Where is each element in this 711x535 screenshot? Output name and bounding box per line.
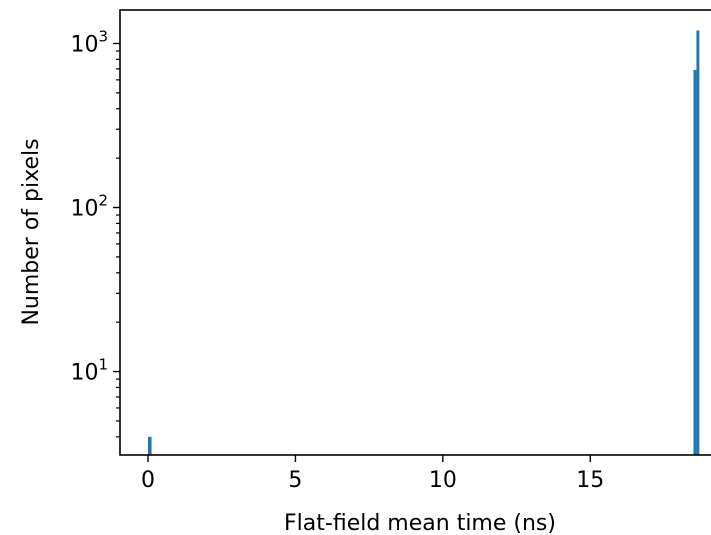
histogram-bar (148, 436, 152, 455)
x-axis-label: Flat-field mean time (ns) (284, 511, 556, 535)
x-ticks: 0 5 10 15 (141, 455, 604, 493)
histogram-bar (693, 69, 697, 456)
histogram-bar (696, 30, 700, 456)
y-tick-label: 103 (70, 27, 108, 57)
y-tick-label: 101 (70, 356, 108, 386)
plot-frame (119, 9, 711, 456)
x-tick-label: 10 (429, 468, 457, 493)
bars-group (148, 30, 700, 456)
y-tick-label: 102 (70, 192, 108, 222)
y-major-ticks: 101 102 103 (70, 27, 120, 386)
y-axis-label: Number of pixels (19, 138, 44, 325)
x-tick-label: 5 (288, 468, 302, 493)
x-tick-label: 15 (576, 468, 604, 493)
x-tick-label: 0 (141, 468, 155, 493)
